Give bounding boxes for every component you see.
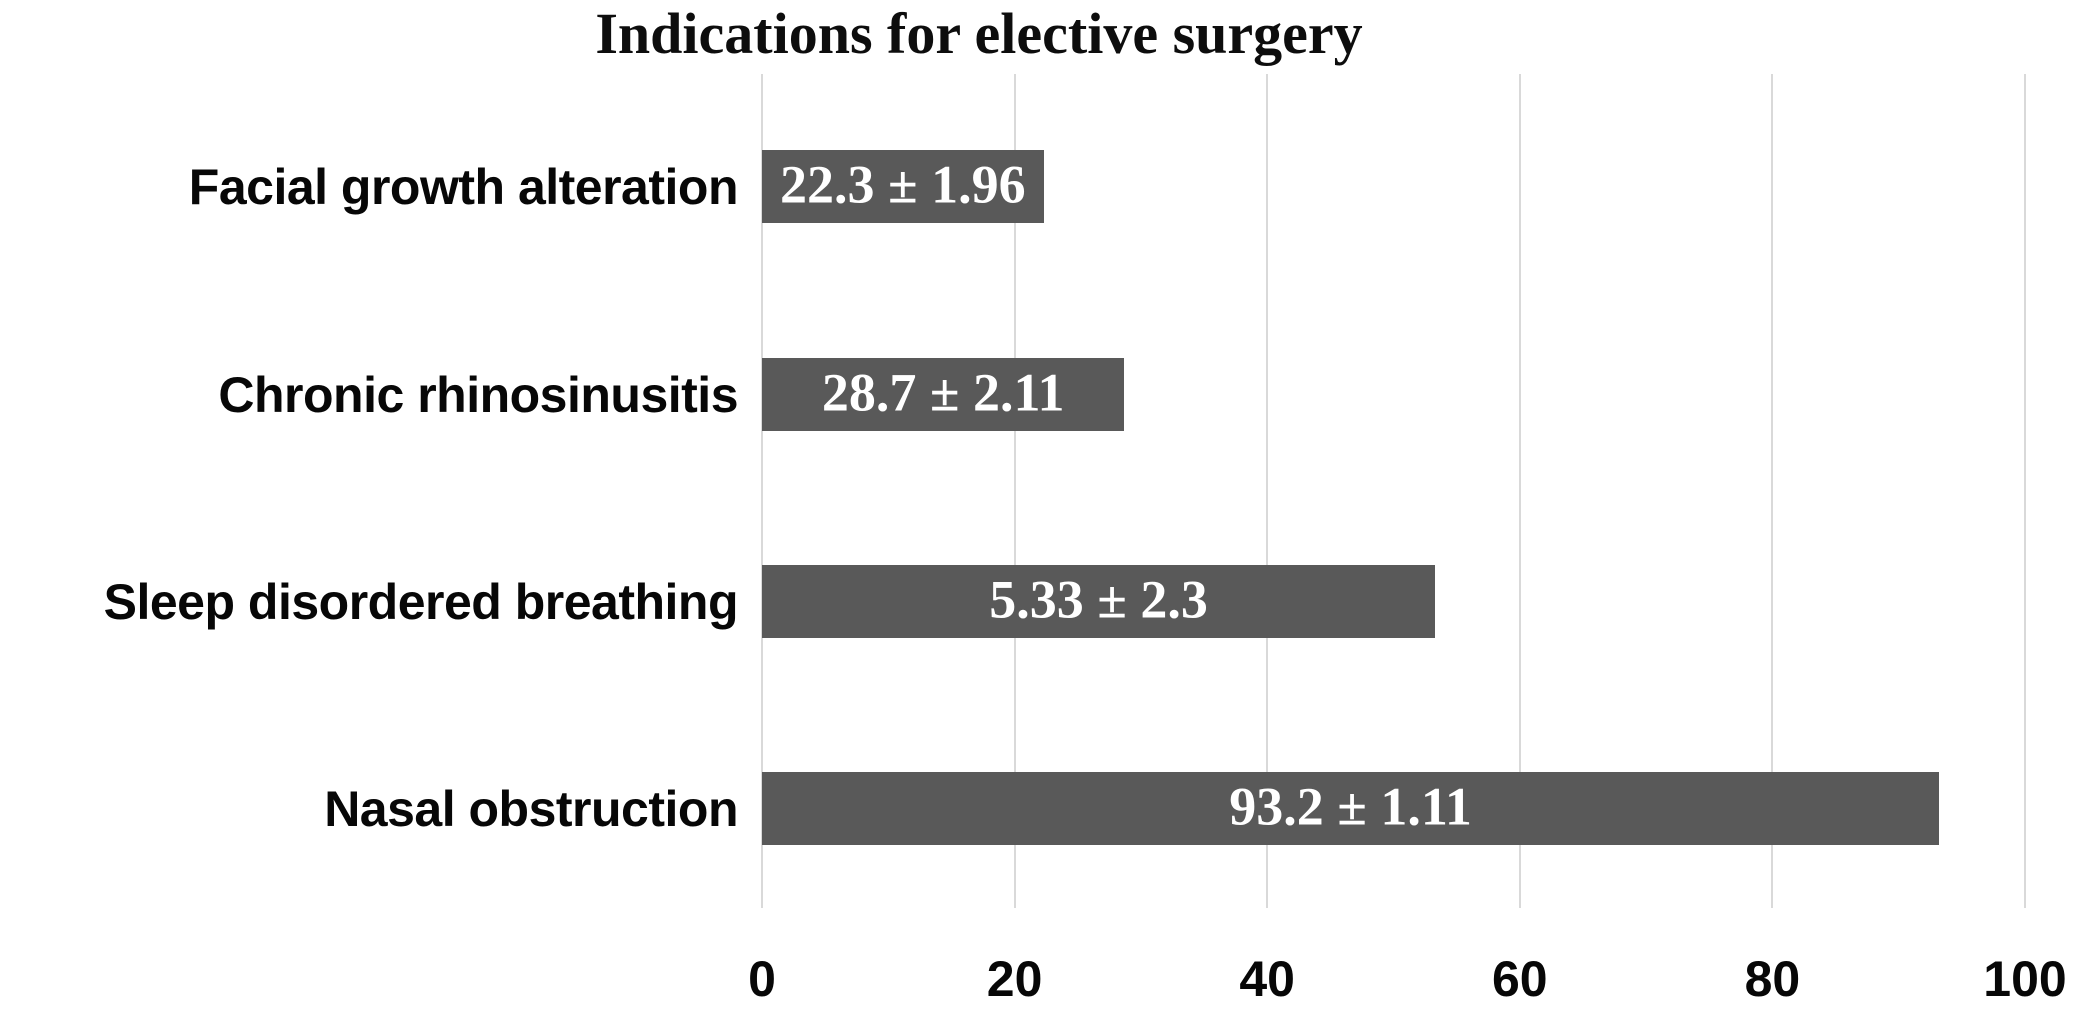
bar-track: 22.3 ± 1.96 [762, 150, 2025, 223]
category-label: Chronic rhinosinusitis [218, 366, 738, 423]
bar-value-label: 22.3 ± 1.96 [779, 154, 1026, 215]
gridline [1266, 74, 1269, 908]
bar-chronic-rhinosinusitis: 28.7 ± 2.11 [762, 358, 1125, 431]
plot-area [761, 74, 2026, 908]
x-axis-tick-label: 100 [1983, 951, 2067, 1007]
gridline [2024, 74, 2026, 908]
gridline [1518, 74, 1521, 908]
bar-row: Facial growth alteration 22.3 ± 1.96 [0, 150, 2088, 223]
bar-value-label: 93.2 ± 1.11 [1229, 776, 1472, 837]
category-label: Sleep disordered breathing [103, 573, 739, 630]
x-axis: 0 20 40 60 80 100 [748, 950, 2067, 1012]
gridline [761, 74, 763, 908]
x-axis-tick-label: 0 [748, 951, 776, 1007]
x-axis-tick-label: 80 [1744, 951, 1801, 1007]
bar-track: 28.7 ± 2.11 [762, 358, 2025, 431]
gridline [1013, 74, 1016, 908]
bar-facial-growth-alteration: 22.3 ± 1.96 [762, 150, 1044, 223]
x-axis-tick-label: 20 [986, 951, 1043, 1007]
bar-value-label: 5.33 ± 2.3 [989, 569, 1208, 630]
x-axis-tick-label: 40 [1239, 951, 1295, 1007]
bar-row: Chronic rhinosinusitis 28.7 ± 2.11 [0, 358, 2088, 431]
bar-value-label: 28.7 ± 2.11 [821, 362, 1065, 423]
gridline [1771, 74, 1774, 908]
bar-row: Nasal obstruction 93.2 ± 1.11 [0, 772, 2088, 845]
bar-track: 5.33 ± 2.3 [762, 565, 2025, 638]
category-label: Facial growth alteration [188, 158, 739, 215]
category-label: Nasal obstruction [324, 780, 738, 837]
chart-title: Indications for elective surgery [595, 1, 1363, 66]
x-axis-tick-label: 60 [1491, 951, 1548, 1007]
bar-sleep-disordered-breathing: 5.33 ± 2.3 [762, 565, 1436, 638]
bar-nasal-obstruction: 93.2 ± 1.11 [762, 772, 1940, 845]
bar-row: Sleep disordered breathing 5.33 ± 2.3 [0, 565, 2088, 638]
bar-track: 93.2 ± 1.11 [762, 772, 2025, 845]
